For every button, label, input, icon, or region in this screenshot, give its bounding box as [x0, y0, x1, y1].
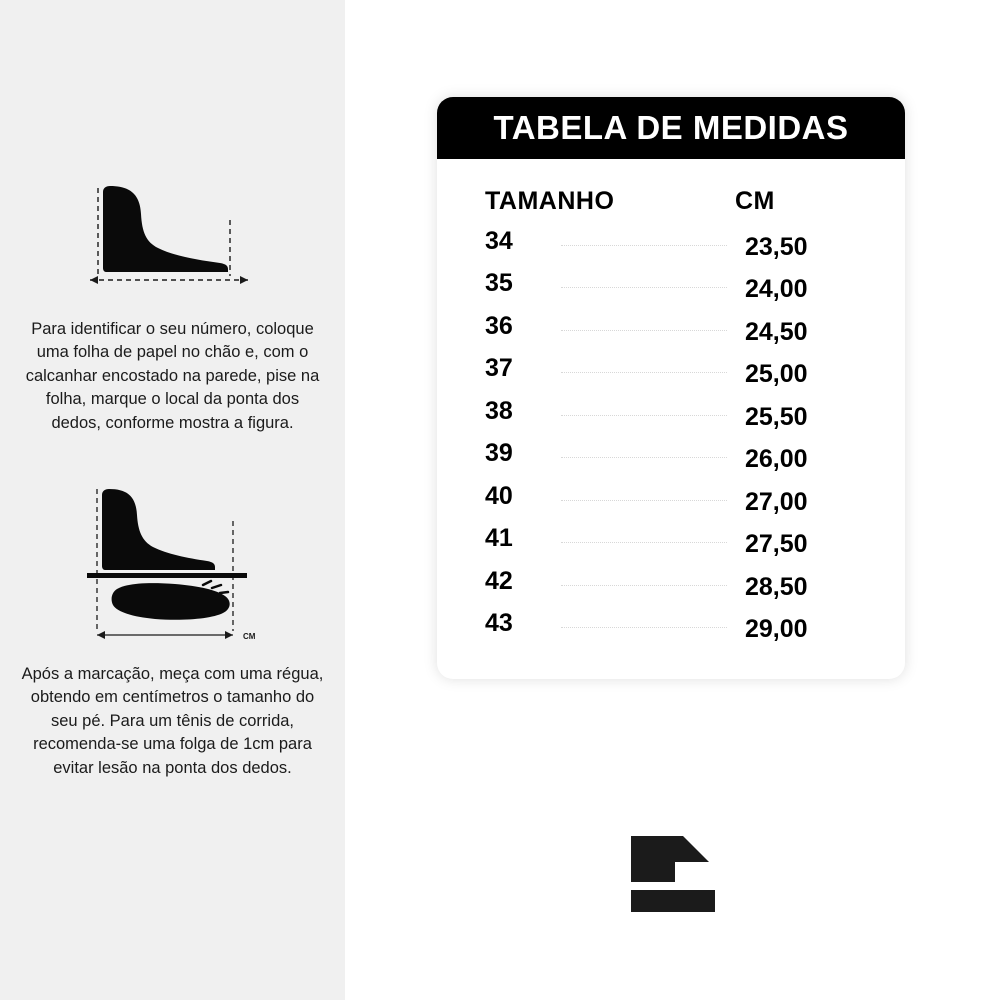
- table-body: 34 23,50 35 24,00 36 24,50 37 25: [437, 220, 905, 645]
- table-row: 41 27,50: [485, 518, 857, 561]
- cell-size: 38: [485, 396, 513, 425]
- cell-cm: 27,00: [745, 487, 808, 516]
- cell-cm: 25,50: [745, 402, 808, 431]
- foot-side-view-icon: [90, 186, 248, 284]
- cell-cm: 25,00: [745, 360, 808, 389]
- row-leader-dots: [561, 584, 727, 586]
- cell-cm: 24,00: [745, 275, 808, 304]
- cell-size: 42: [485, 566, 513, 595]
- table-row: 38 25,50: [485, 390, 857, 433]
- measurements-card: TABELA DE MEDIDAS TAMANHO CM 34 23,50 35…: [437, 97, 905, 679]
- ruler-cm-label: CM: [243, 632, 256, 641]
- cell-cm: 29,00: [745, 615, 808, 644]
- size-table-panel: TABELA DE MEDIDAS TAMANHO CM 34 23,50 35…: [345, 0, 1000, 1000]
- cell-cm: 26,00: [745, 445, 808, 474]
- row-leader-dots: [561, 329, 727, 331]
- table-row: 39 26,00: [485, 433, 857, 476]
- table-header-row: TAMANHO CM: [437, 159, 905, 220]
- table-row: 34 23,50: [485, 220, 857, 263]
- row-leader-dots: [561, 244, 727, 246]
- cell-size: 37: [485, 354, 513, 383]
- row-leader-dots: [561, 457, 727, 459]
- cell-size: 40: [485, 481, 513, 510]
- brand-arrow-logo: [631, 836, 715, 912]
- card-title: TABELA DE MEDIDAS: [493, 109, 849, 146]
- table-row: 37 25,00: [485, 348, 857, 391]
- table-row: 42 28,50: [485, 560, 857, 603]
- table-row: 43 29,00: [485, 603, 857, 646]
- table-row: 36 24,50: [485, 305, 857, 348]
- row-leader-dots: [561, 287, 727, 289]
- cell-cm: 24,50: [745, 317, 808, 346]
- cell-size: 34: [485, 226, 513, 255]
- cell-size: 36: [485, 311, 513, 340]
- row-leader-dots: [561, 542, 727, 544]
- instruction-text-2: Após a marcação, meça com uma régua, obt…: [21, 665, 324, 777]
- foot-side-and-sole-icon: CM: [87, 489, 256, 641]
- card-header: TABELA DE MEDIDAS: [437, 97, 905, 159]
- cell-size: 41: [485, 524, 513, 553]
- row-leader-dots: [561, 414, 727, 416]
- row-leader-dots: [561, 372, 727, 374]
- column-header-cm: CM: [735, 187, 775, 215]
- cell-cm: 27,50: [745, 530, 808, 559]
- cell-cm: 23,50: [745, 232, 808, 261]
- row-leader-dots: [561, 499, 727, 501]
- cell-size: 43: [485, 609, 513, 638]
- cell-cm: 28,50: [745, 572, 808, 601]
- instruction-text-1: Para identificar o seu número, coloque u…: [25, 320, 320, 432]
- table-row: 35 24,00: [485, 263, 857, 306]
- cell-size: 35: [485, 269, 513, 298]
- column-header-tamanho: TAMANHO: [485, 187, 615, 215]
- instructions-panel: Para identificar o seu número, coloque u…: [0, 0, 345, 1000]
- table-row: 40 27,00: [485, 475, 857, 518]
- row-leader-dots: [561, 627, 727, 629]
- cell-size: 39: [485, 439, 513, 468]
